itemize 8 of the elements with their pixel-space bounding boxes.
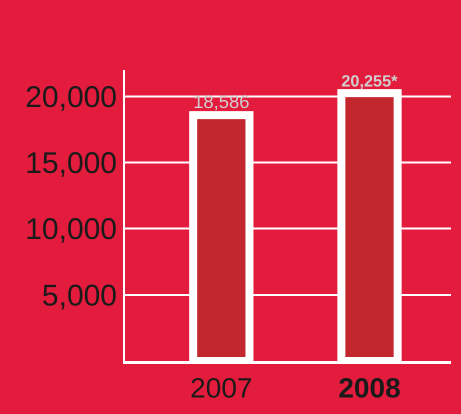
x-tick-label: 2008 <box>338 372 401 404</box>
y-tick-label: 10,000 <box>25 213 117 246</box>
data-label: 18,586 <box>193 90 250 112</box>
x-tick-label: 2007 <box>190 372 252 404</box>
y-tick-label: 15,000 <box>25 147 117 180</box>
data-label: 20,255* <box>341 72 398 90</box>
y-tick-label: 5,000 <box>42 279 117 312</box>
y-tick-label: 20,000 <box>25 80 117 114</box>
